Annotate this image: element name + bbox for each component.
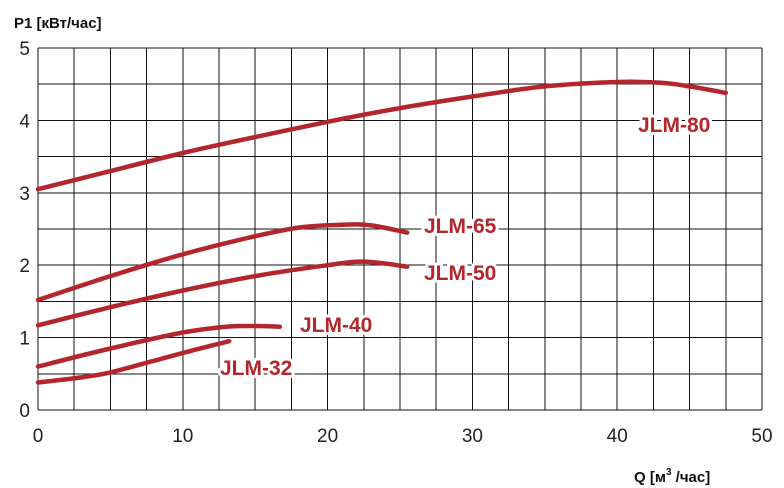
- series-label-halo-jlm-80: JLM-80: [638, 114, 710, 137]
- y-tick-label: 3: [19, 184, 30, 205]
- x-tick-label: 0: [33, 426, 44, 447]
- x-axis-ticks: 0 10 20 30 40 50: [33, 426, 773, 447]
- x-tick-label: 30: [462, 426, 483, 447]
- y-tick-label: 2: [19, 256, 30, 277]
- series-label-jlm-32: JLM-32: [220, 357, 292, 380]
- series-line-jlm-80: [35, 79, 729, 192]
- x-axis-title-sup: 3: [666, 467, 672, 478]
- series-line-jlm-50: [35, 259, 410, 328]
- y-tick-label: 0: [19, 401, 30, 422]
- x-tick-label: 20: [317, 426, 338, 447]
- series-line-jlm-65: [35, 222, 410, 303]
- series-lines: [35, 79, 729, 385]
- x-axis-title: Q [м3 /час]: [634, 467, 710, 486]
- series-label-halo-jlm-40: JLM-40: [300, 314, 372, 337]
- y-axis-ticks: 0 1 2 3 4 5: [19, 39, 30, 422]
- series-label-jlm-40: JLM-40: [300, 314, 372, 337]
- series-line-jlm-32: [35, 338, 232, 385]
- series-label-jlm-50: JLM-50: [424, 262, 496, 285]
- x-axis-title-prefix: Q [м: [634, 469, 666, 486]
- y-tick-label: 1: [19, 329, 30, 350]
- y-tick-label: 5: [19, 39, 30, 60]
- series-label-halo-jlm-32: JLM-32: [220, 357, 292, 380]
- series-label-jlm-80: JLM-80: [638, 114, 710, 137]
- series-line-jlm-40: [35, 323, 283, 369]
- series-label-jlm-65: JLM-65: [424, 215, 497, 238]
- x-tick-label: 40: [607, 426, 628, 447]
- x-axis-title-suffix: /час]: [672, 469, 711, 486]
- y-tick-label: 4: [19, 111, 30, 132]
- x-tick-label: 50: [751, 426, 772, 447]
- series-label-halo-jlm-50: JLM-50: [424, 262, 496, 285]
- y-axis-title: P1 [кВт/час]: [14, 15, 102, 32]
- grid: [37, 47, 763, 411]
- series-labels: JLM-80JLM-80JLM-65JLM-65JLM-50JLM-50JLM-…: [217, 111, 713, 383]
- x-tick-label: 10: [172, 426, 193, 447]
- series-label-halo-jlm-65: JLM-65: [424, 215, 497, 238]
